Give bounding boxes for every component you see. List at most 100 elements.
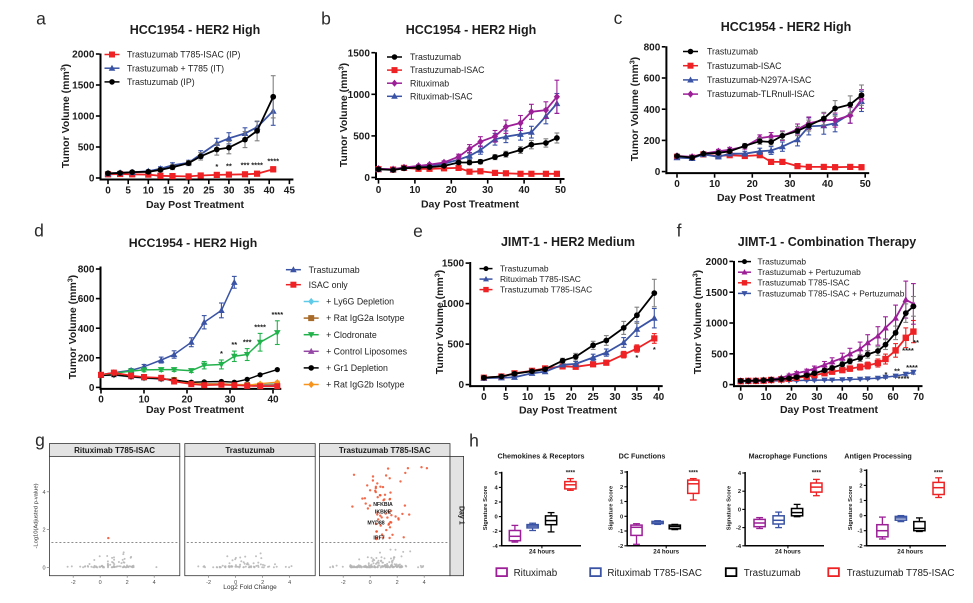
svg-text:0: 0: [234, 580, 237, 586]
svg-text:10: 10: [143, 185, 155, 196]
svg-text:Log2 Fold Change: Log2 Fold Change: [223, 584, 277, 591]
svg-text:HCC1954 - HER2 High: HCC1954 - HER2 High: [406, 23, 537, 37]
svg-text:50: 50: [555, 185, 567, 196]
svg-text:4: 4: [494, 485, 498, 491]
svg-text:50: 50: [862, 392, 874, 403]
svg-text:200: 200: [644, 136, 661, 147]
svg-text:400: 400: [644, 105, 661, 116]
svg-text:-1: -1: [857, 529, 863, 535]
svg-text:HCC1954 - HER2 High: HCC1954 - HER2 High: [130, 23, 261, 37]
svg-text:Tumor Volume (mm3): Tumor Volume (mm3): [338, 63, 350, 167]
svg-text:2000: 2000: [72, 50, 95, 61]
svg-text:2: 2: [494, 500, 497, 506]
svg-text:500: 500: [78, 143, 95, 154]
svg-text:40: 40: [267, 395, 279, 406]
svg-text:0: 0: [620, 514, 623, 520]
svg-text:0: 0: [89, 174, 95, 185]
svg-text:****: ****: [271, 310, 283, 319]
svg-text:Day 1: Day 1: [458, 506, 465, 525]
svg-text:1000: 1000: [706, 319, 729, 330]
svg-text:***: ***: [243, 338, 252, 347]
svg-text:25: 25: [588, 392, 600, 403]
svg-text:f: f: [677, 221, 682, 241]
svg-text:Trastuzumab + T785 (IT): Trastuzumab + T785 (IT): [127, 63, 224, 73]
svg-text:****: ****: [689, 471, 699, 477]
svg-text:****: ****: [902, 346, 914, 355]
svg-text:0: 0: [655, 167, 661, 178]
svg-text:**: **: [894, 367, 900, 376]
svg-text:50: 50: [860, 179, 872, 190]
svg-text:4: 4: [738, 471, 742, 477]
svg-text:Rituximab-ISAC: Rituximab-ISAC: [410, 91, 473, 101]
svg-text:+ Rat IgG2b Isotype: + Rat IgG2b Isotype: [326, 380, 405, 390]
svg-text:0: 0: [369, 580, 372, 586]
svg-text:30: 30: [482, 185, 494, 196]
svg-text:Trastuzumab: Trastuzumab: [707, 47, 758, 57]
svg-text:****: ****: [898, 374, 910, 383]
svg-text:Macrophage Functions: Macrophage Functions: [749, 452, 828, 461]
svg-text:35: 35: [243, 185, 255, 196]
svg-text:2: 2: [738, 489, 741, 495]
svg-text:Rituximab: Rituximab: [514, 568, 558, 579]
svg-text:-2: -2: [493, 529, 498, 535]
svg-text:0: 0: [674, 179, 680, 190]
svg-text:2: 2: [396, 580, 399, 586]
svg-text:a: a: [36, 9, 46, 29]
svg-text:c: c: [614, 8, 623, 28]
svg-text:0: 0: [738, 507, 741, 513]
svg-text:Day Post Treatment: Day Post Treatment: [146, 404, 245, 416]
svg-text:20: 20: [747, 179, 759, 190]
svg-text:Day Post Treatment: Day Post Treatment: [421, 199, 520, 211]
svg-text:Tumor Volume (mm3): Tumor Volume (mm3): [692, 270, 704, 374]
svg-text:JIMT-1 - Combination Therapy: JIMT-1 - Combination Therapy: [738, 235, 917, 249]
svg-text:15: 15: [163, 185, 175, 196]
svg-text:800: 800: [78, 265, 95, 276]
svg-text:-1: -1: [618, 529, 624, 535]
svg-text:0: 0: [42, 565, 45, 571]
svg-text:0: 0: [722, 380, 728, 391]
svg-text:70: 70: [913, 392, 925, 403]
svg-text:Rituximab T785-ISAC: Rituximab T785-ISAC: [500, 274, 581, 284]
svg-text:20: 20: [786, 392, 798, 403]
svg-text:HCC1954 - HER2 High: HCC1954 - HER2 High: [721, 20, 852, 34]
svg-text:40: 40: [653, 392, 665, 403]
svg-text:Signature Score: Signature Score: [848, 485, 854, 530]
svg-text:2: 2: [620, 485, 623, 491]
svg-text:+ Control Liposomes: + Control Liposomes: [326, 346, 408, 356]
svg-text:Trastuzumab T785-ISAC: Trastuzumab T785-ISAC: [500, 285, 592, 295]
svg-text:1500: 1500: [706, 288, 729, 299]
svg-text:500: 500: [447, 340, 464, 351]
svg-text:0: 0: [364, 173, 370, 184]
svg-text:1000: 1000: [442, 299, 465, 310]
svg-text:*: *: [653, 345, 656, 354]
svg-text:1000: 1000: [348, 90, 371, 101]
svg-text:24 hours: 24 hours: [529, 549, 555, 556]
svg-text:40: 40: [822, 179, 834, 190]
svg-text:6: 6: [494, 471, 498, 477]
svg-text:20: 20: [446, 185, 458, 196]
svg-text:2: 2: [42, 528, 45, 534]
svg-text:Signature Score: Signature Score: [609, 485, 615, 530]
svg-text:***: ***: [241, 160, 250, 169]
svg-text:0: 0: [99, 580, 102, 586]
svg-text:1500: 1500: [348, 48, 371, 59]
svg-text:-2: -2: [736, 526, 741, 532]
svg-text:**: **: [231, 340, 237, 349]
svg-text:****: ****: [267, 157, 279, 166]
svg-text:20: 20: [181, 395, 193, 406]
svg-text:*: *: [220, 349, 223, 358]
svg-text:10: 10: [138, 395, 150, 406]
svg-text:e: e: [413, 221, 423, 241]
svg-text:HCC1954 - HER2 High: HCC1954 - HER2 High: [129, 236, 257, 250]
svg-text:0: 0: [105, 185, 111, 196]
svg-text:JIMT-1 - HER2 Medium: JIMT-1 - HER2 Medium: [501, 235, 635, 249]
svg-text:20: 20: [566, 392, 578, 403]
svg-text:60: 60: [888, 392, 900, 403]
svg-text:*: *: [215, 162, 218, 171]
svg-text:DC Functions: DC Functions: [619, 452, 666, 461]
svg-text:Trastuzumab T785-ISAC: Trastuzumab T785-ISAC: [758, 278, 850, 288]
svg-text:g: g: [35, 430, 45, 450]
svg-text:Trastuzumab-N297A-ISAC: Trastuzumab-N297A-ISAC: [707, 75, 812, 85]
svg-text:Signature Score: Signature Score: [727, 485, 733, 530]
svg-text:500: 500: [353, 132, 370, 143]
